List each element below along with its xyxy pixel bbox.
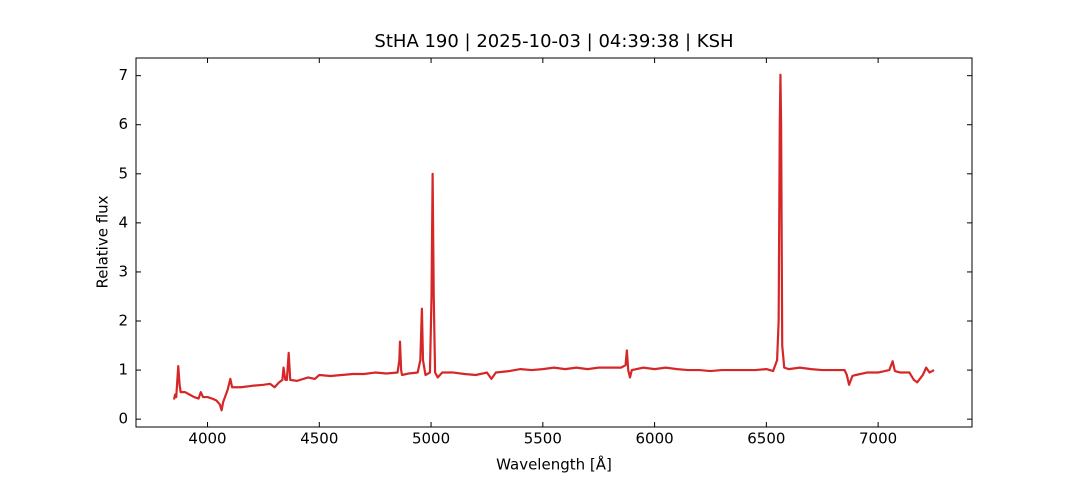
x-tick-label: 5000 [412,430,450,448]
x-tick-label: 7000 [859,430,897,448]
x-tick-label: 6000 [635,430,673,448]
x-tick-label: 5500 [524,430,562,448]
y-tick-label: 4 [118,213,128,231]
plot-frame [135,57,973,428]
y-tick-label: 1 [118,361,128,379]
chart-title: StHA 190 | 2025-10-03 | 04:39:38 | KSH [374,31,733,52]
x-tick-label: 4500 [300,430,338,448]
x-axis-label: Wavelength [Å] [496,455,612,474]
y-tick-label: 6 [118,115,128,133]
y-tick-label: 5 [118,164,128,182]
y-axis-label: Relative flux [94,195,112,288]
x-tick-label: 4000 [188,430,226,448]
y-tick-label: 2 [118,312,128,330]
y-tick-label: 3 [118,262,128,280]
x-tick-label: 6500 [747,430,785,448]
spectrum-line [172,73,935,412]
y-tick-label: 7 [118,66,128,84]
y-tick-label: 0 [118,410,128,428]
